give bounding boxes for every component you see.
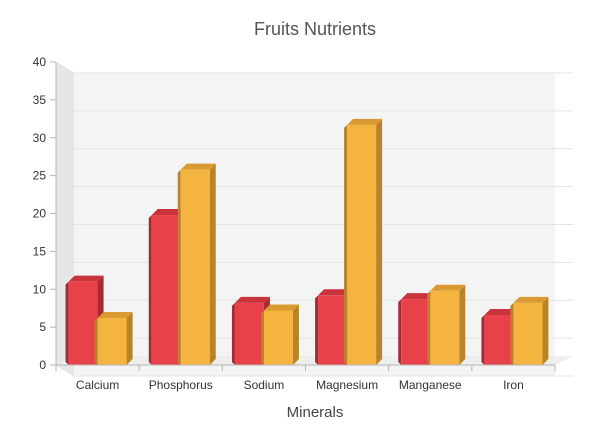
grid-line-side [55, 99, 75, 112]
bar-top [234, 296, 270, 303]
bar-side [292, 304, 299, 365]
bar-top [97, 312, 133, 319]
bar-side [542, 296, 549, 365]
bar-edge [231, 302, 235, 365]
x-tick-label: Manganese [399, 378, 462, 392]
bar-top [347, 118, 383, 125]
bars-group [65, 118, 549, 365]
bar-edge [344, 124, 348, 365]
y-tick-label: 5 [39, 320, 46, 334]
bar-top [68, 275, 104, 282]
bar-front [151, 215, 181, 365]
chart-title: Fruits Nutrients [254, 19, 376, 39]
bar-front [347, 124, 377, 365]
bar-edge [65, 281, 69, 365]
y-tick-label: 35 [33, 93, 47, 107]
y-axis: 0 5 10 15 20 25 30 35 40 [33, 55, 57, 372]
grid-line-side [55, 213, 75, 225]
bar-front [97, 318, 127, 365]
bar-side [126, 312, 133, 365]
bar-iron-series-2[interactable] [510, 296, 549, 365]
bar-front [484, 315, 514, 365]
y-tick-label: 0 [39, 358, 46, 372]
bar-top [513, 296, 549, 303]
bar-edge [260, 310, 264, 365]
bar-edge [398, 299, 402, 365]
bar-edge [177, 169, 181, 365]
bar-edge [148, 215, 152, 365]
bar-front [68, 281, 98, 365]
bar-side [209, 163, 216, 365]
y-tick-label: 20 [33, 207, 47, 221]
x-axis-title: Minerals [287, 404, 344, 421]
bar-calcium-series-2[interactable] [94, 312, 133, 365]
bar-edge [427, 290, 431, 365]
x-tick-label: Sodium [244, 378, 285, 392]
bar-edge [315, 295, 319, 365]
bar-sodium-series-2[interactable] [260, 304, 299, 365]
bar-sodium-series-1[interactable] [231, 296, 270, 365]
bar-manganese-series-2[interactable] [427, 284, 466, 365]
y-tick-label: 25 [33, 169, 47, 183]
x-tick-label: Calcium [76, 378, 119, 392]
bar-front [180, 169, 210, 365]
x-axis: Calcium Phosphorus Sodium Magnesium Manganes… [55, 364, 556, 392]
bar-top [430, 284, 466, 291]
bar-edge [94, 318, 98, 365]
bar-front [401, 299, 431, 365]
bar-side [459, 284, 466, 365]
bar-magnesium-series-2[interactable] [344, 118, 383, 365]
bar-front [318, 295, 348, 365]
y-tick-label: 15 [33, 244, 47, 258]
x-tick-label: Iron [503, 378, 524, 392]
y-tick-label: 40 [33, 55, 47, 69]
grid-line-side [55, 250, 75, 263]
y-tick-label: 10 [33, 282, 47, 296]
bar-front [513, 302, 543, 365]
grid-line-side [55, 137, 75, 150]
bar-top [180, 163, 216, 170]
bar-phosphorus-series-2[interactable] [177, 163, 216, 365]
grid-line-side [55, 61, 75, 74]
bar-front [234, 302, 264, 365]
x-tick-label: Magnesium [316, 378, 378, 392]
bar-edge [481, 315, 485, 365]
x-tick-label: Phosphorus [149, 378, 213, 392]
bar-front [263, 310, 293, 365]
bar-top [263, 304, 299, 311]
y-tick-label: 30 [33, 131, 47, 145]
bar-front [430, 290, 460, 365]
grid-line-side [55, 175, 75, 188]
grid-line-side [55, 364, 75, 377]
bar-calcium-series-1[interactable] [65, 275, 104, 365]
bar-edge [510, 302, 514, 365]
bar-side [376, 118, 383, 365]
